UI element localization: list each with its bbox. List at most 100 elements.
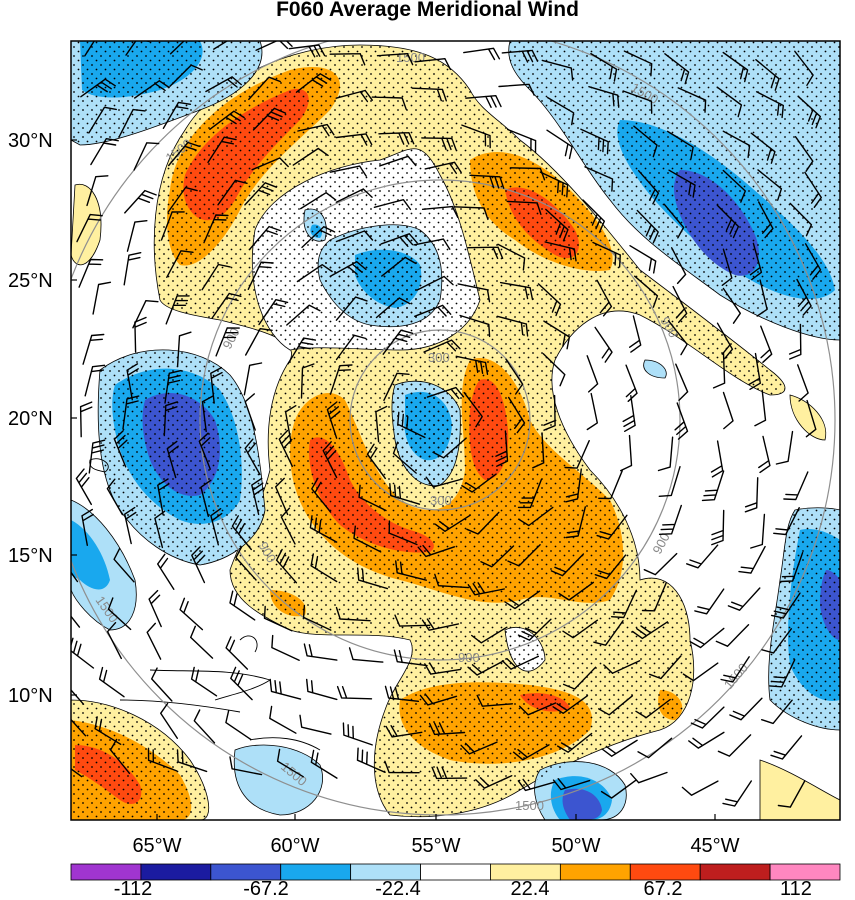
wind-barb (124, 506, 137, 545)
wind-barb (335, 230, 374, 243)
wind-barb (207, 136, 237, 164)
wind-barb (295, 73, 332, 93)
wind-barb (600, 779, 637, 799)
wind-barb (123, 252, 142, 286)
wind-barb (689, 627, 725, 649)
wind-barb (461, 473, 497, 493)
wind-barb (633, 125, 658, 158)
ring-label-300-south: 300 (430, 493, 452, 508)
wind-barb (738, 545, 766, 574)
wind-barb (201, 395, 214, 433)
colorbar-label-neg112: -112 (114, 878, 153, 900)
wind-barb (397, 411, 426, 439)
wind-barb (690, 706, 725, 729)
wind-barb (81, 508, 94, 546)
wind-barb (794, 136, 814, 172)
wind-barb (76, 213, 103, 243)
wind-barb (395, 560, 427, 581)
wind-barb (329, 261, 367, 277)
wind-barb (532, 432, 545, 469)
wind-barb (586, 392, 598, 431)
wind-barb (163, 401, 178, 437)
wind-barb (506, 200, 542, 215)
wind-barb (210, 508, 223, 546)
wind-barb (471, 626, 508, 644)
latitude-labels: 30°N 25°N 20°N 15°N 10°N (8, 130, 53, 707)
wind-barb (775, 430, 794, 465)
wind-barb (550, 553, 585, 577)
wind-barb (209, 110, 245, 130)
wind-barb (286, 304, 321, 326)
wind-barb (389, 483, 421, 505)
wind-barb (71, 689, 85, 705)
wind-barb (622, 90, 653, 114)
wind-barb (244, 182, 278, 206)
wind-barb (507, 544, 541, 567)
wind-barb (122, 395, 140, 430)
wind-barb (71, 702, 87, 737)
wind-barb (431, 766, 468, 780)
wind-barb (761, 699, 793, 725)
wind-barb (229, 590, 256, 621)
wind-barb (744, 477, 759, 513)
colorbar-box (420, 863, 491, 881)
wind-barb (423, 339, 461, 353)
wind-barb (611, 589, 637, 619)
wind-barb (495, 430, 509, 467)
wind-barb (376, 53, 414, 66)
wind-barb (336, 685, 373, 700)
wind-barb (773, 507, 800, 536)
wind-barb (191, 546, 206, 584)
wind-barb (428, 722, 466, 736)
wind-barb (88, 439, 106, 474)
wind-barb (539, 171, 569, 198)
wind-barb (710, 440, 724, 478)
wind-barb (508, 396, 526, 434)
wind-barb (722, 51, 749, 83)
wind-barb (382, 329, 414, 355)
wind-barb (379, 155, 417, 167)
colorbar-box (280, 863, 352, 881)
wind-barb (251, 477, 265, 516)
wind-barb (217, 179, 248, 206)
wind-barb (169, 64, 203, 87)
wind-barb (126, 220, 148, 252)
wind-barb (271, 634, 300, 661)
wind-barb (300, 192, 337, 210)
wind-barb (537, 283, 562, 317)
wind-barb (210, 366, 223, 404)
wind-barb (720, 656, 750, 683)
wind-barb (225, 710, 252, 741)
wind-barb (667, 320, 688, 356)
wind-barb (681, 780, 719, 796)
wind-barb (329, 364, 353, 395)
lon-label-55w: 55°W (411, 835, 460, 857)
wind-barb (469, 174, 505, 189)
wind-barb (358, 484, 387, 512)
wind-barb (205, 76, 242, 93)
wind-barb (329, 165, 367, 177)
wind-barb (758, 201, 774, 239)
wind-barbs (71, 41, 822, 808)
wind-barb (375, 297, 411, 319)
wind-barb (335, 89, 373, 103)
wind-barb (297, 123, 335, 137)
wind-barb (215, 327, 240, 357)
wind-barb (750, 132, 776, 164)
wind-barb (620, 434, 633, 472)
wind-barb (190, 666, 218, 697)
wind-barb (584, 166, 614, 192)
wind-barb (757, 169, 783, 201)
wind-barb (356, 747, 386, 773)
wind-barb (463, 47, 501, 61)
colorbar-label-22: 22.4 (511, 878, 550, 900)
wind-barb (634, 275, 659, 308)
wind-barb (636, 209, 659, 244)
wind-barb (106, 622, 122, 660)
wind-barb (421, 137, 457, 151)
wind-barb (357, 567, 389, 590)
wind-barb (310, 553, 338, 583)
wind-barb (211, 292, 242, 319)
wind-barb (543, 320, 571, 350)
